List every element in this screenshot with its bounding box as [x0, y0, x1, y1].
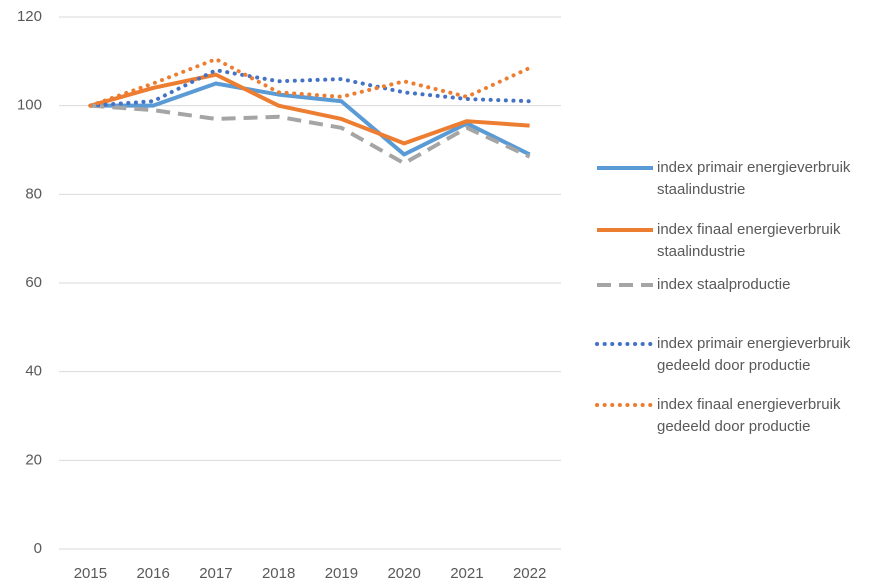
y-tick-label: 100	[17, 97, 42, 114]
x-tick-label: 2018	[262, 565, 295, 582]
series-line	[90, 103, 531, 166]
x-tick-label: 2020	[387, 565, 420, 582]
y-tick-label: 120	[17, 8, 42, 25]
legend-item: index primair energieverbruik gedeeld do…	[595, 333, 892, 377]
legend-swatch	[597, 166, 653, 170]
series-line	[88, 57, 532, 108]
legend-label: index staalproductie	[657, 276, 791, 293]
x-tick-label: 2021	[450, 565, 483, 582]
series-line	[90, 81, 531, 157]
legend-swatch	[597, 228, 653, 232]
y-tick-label: 60	[25, 274, 42, 291]
series-line	[89, 72, 530, 146]
legend-swatch	[595, 342, 655, 346]
y-tick-label: 0	[34, 540, 42, 557]
legend-swatch	[595, 403, 655, 407]
y-tick-label: 80	[25, 185, 42, 202]
legend-item: index staalproductie	[595, 274, 892, 296]
legend-item: index primair energieverbruik staalindus…	[595, 157, 892, 201]
y-tick-label: 40	[25, 363, 42, 380]
legend-label: index finaal energieverbruik staalindust…	[657, 221, 841, 260]
x-tick-label: 2017	[199, 565, 232, 582]
legend-label: index primair energieverbruik gedeeld do…	[657, 335, 851, 374]
legend-swatch	[597, 283, 653, 287]
x-tick-label: 2019	[325, 565, 358, 582]
x-tick-label: 2015	[74, 565, 107, 582]
x-tick-label: 2016	[136, 565, 169, 582]
series-line	[88, 68, 532, 108]
legend-label: index primair energieverbruik staalindus…	[657, 159, 851, 198]
legend-label: index finaal energieverbruik gedeeld doo…	[657, 396, 841, 435]
legend-item: index finaal energieverbruik gedeeld doo…	[595, 394, 892, 438]
x-tick-label: 2022	[513, 565, 546, 582]
y-tick-label: 20	[25, 451, 42, 468]
legend-item: index finaal energieverbruik staalindust…	[595, 219, 892, 263]
